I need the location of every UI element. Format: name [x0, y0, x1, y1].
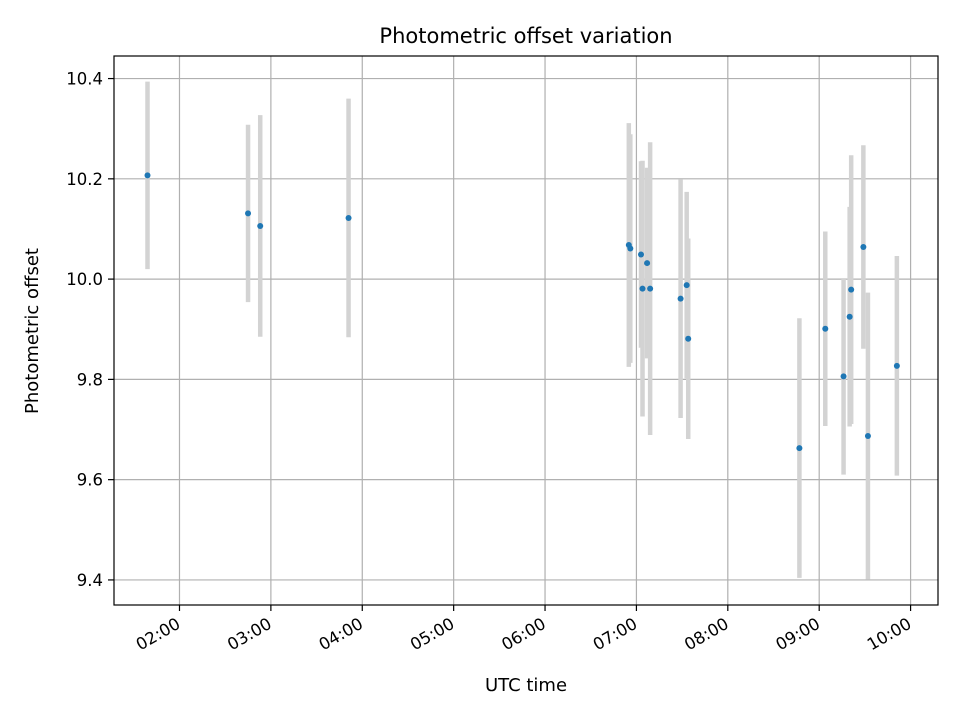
data-point	[847, 314, 853, 320]
data-point	[678, 296, 684, 302]
data-point	[796, 445, 802, 451]
data-point	[627, 246, 633, 252]
data-point	[640, 286, 646, 292]
data-point	[685, 336, 691, 342]
data-point	[257, 223, 263, 229]
data-point	[860, 244, 866, 250]
x-axis-label: UTC time	[485, 675, 567, 696]
y-tick-label: 9.6	[77, 471, 103, 490]
data-point	[346, 215, 352, 221]
chart-title: Photometric offset variation	[379, 24, 672, 48]
y-tick-label: 10.2	[66, 170, 103, 189]
data-point	[638, 252, 644, 258]
y-tick-label: 9.4	[77, 571, 103, 590]
data-point	[865, 433, 871, 439]
data-point	[647, 286, 653, 292]
data-point	[822, 326, 828, 332]
data-point	[841, 373, 847, 379]
data-point	[245, 210, 251, 216]
y-tick-label: 9.8	[77, 370, 103, 389]
data-point	[644, 260, 650, 266]
data-point	[894, 363, 900, 369]
y-tick-label: 10.4	[66, 70, 103, 89]
y-tick-label: 10.0	[66, 270, 103, 289]
y-axis-label: Photometric offset	[22, 248, 43, 414]
data-point	[848, 287, 854, 293]
data-point	[684, 282, 690, 288]
data-point	[145, 172, 151, 178]
